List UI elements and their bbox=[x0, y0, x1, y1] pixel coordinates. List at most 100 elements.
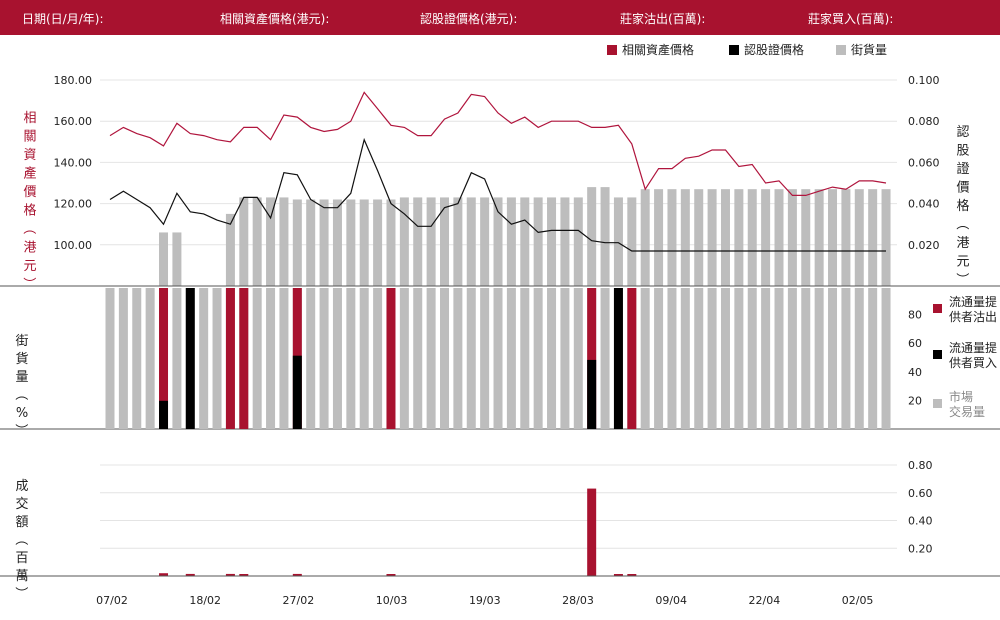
outstanding-bar bbox=[600, 187, 610, 286]
y-axis-label-right: 認股證價格 （ 港元 ） bbox=[954, 124, 970, 286]
outstanding-bar bbox=[373, 199, 383, 286]
svg-text:交: 交 bbox=[15, 496, 28, 512]
outstanding-bar bbox=[225, 213, 235, 286]
y-tick-bottom: 0.40 bbox=[908, 515, 933, 528]
svg-text:成: 成 bbox=[15, 479, 28, 494]
warrant-price-label: 認股證價格(港元): bbox=[420, 12, 518, 26]
outstanding-bar bbox=[747, 189, 757, 286]
market-volume-bar bbox=[747, 288, 757, 429]
market-volume-bar bbox=[212, 288, 222, 429]
x-tick-label: 22/04 bbox=[749, 594, 781, 607]
outstanding-bar bbox=[694, 189, 704, 286]
header-bar: 日期(日/月/年): 相關資產價格(港元): 認股證價格(港元): 莊家沽出(百… bbox=[0, 0, 1000, 35]
y-tick-mid: 80 bbox=[908, 309, 922, 322]
svg-text:%: % bbox=[16, 406, 28, 421]
market-volume-bar bbox=[118, 288, 128, 429]
y-tick-bottom: 0.60 bbox=[908, 487, 933, 500]
y-tick-left: 120.00 bbox=[54, 198, 93, 211]
warrant-price-line bbox=[109, 137, 886, 252]
legend-label: 認股證價格 bbox=[744, 42, 804, 57]
svg-text:）: ） bbox=[954, 272, 969, 285]
svg-text:關: 關 bbox=[23, 130, 36, 145]
svg-text:元: 元 bbox=[23, 259, 36, 274]
legend-label: 流通量提 bbox=[949, 294, 997, 309]
x-tick-label: 09/04 bbox=[655, 594, 687, 607]
outstanding-bar bbox=[560, 197, 570, 286]
outstanding-bar bbox=[413, 197, 423, 286]
legend-label: 供者買入 bbox=[949, 356, 997, 370]
market-volume-bar bbox=[266, 288, 276, 429]
market-volume-bar bbox=[426, 288, 436, 429]
outstanding-bar bbox=[640, 189, 650, 286]
outstanding-bar bbox=[680, 189, 690, 286]
outstanding-bar bbox=[239, 197, 249, 286]
x-tick-label: 27/02 bbox=[283, 594, 315, 607]
y-tick-right: 0.020 bbox=[908, 239, 940, 252]
x-tick-label: 28/03 bbox=[562, 594, 594, 607]
svg-text:（: （ bbox=[21, 221, 36, 234]
market-volume-bar bbox=[694, 288, 704, 429]
svg-text:元: 元 bbox=[956, 255, 969, 270]
legend-swatch bbox=[836, 45, 846, 55]
market-volume-bar bbox=[332, 288, 342, 429]
market-volume-bar bbox=[787, 288, 797, 429]
outstanding-bar bbox=[306, 199, 316, 286]
lp-buy-bar bbox=[292, 355, 302, 429]
svg-text:港: 港 bbox=[23, 241, 36, 256]
outstanding-bar bbox=[801, 189, 811, 286]
market-volume-bar bbox=[828, 288, 838, 429]
market-volume-bar bbox=[493, 288, 503, 429]
market-volume-bar bbox=[373, 288, 383, 429]
market-volume-bar bbox=[774, 288, 784, 429]
outstanding-bar bbox=[881, 189, 891, 286]
turnover-bar bbox=[386, 574, 396, 576]
outstanding-bar bbox=[854, 189, 864, 286]
svg-text:認: 認 bbox=[956, 124, 969, 140]
lp-buy-bar bbox=[185, 288, 195, 429]
svg-text:格: 格 bbox=[956, 198, 969, 214]
turnover-bar bbox=[225, 573, 235, 576]
outstanding-bar bbox=[774, 189, 784, 286]
legend-label: 街貨量 bbox=[851, 42, 887, 57]
outstanding-bar bbox=[279, 197, 289, 286]
market-volume-bar bbox=[319, 288, 329, 429]
turnover-bar bbox=[627, 574, 637, 576]
market-volume-bar bbox=[600, 288, 610, 429]
svg-text:證: 證 bbox=[956, 161, 969, 177]
svg-text:額: 額 bbox=[15, 515, 28, 530]
market-volume-bar bbox=[547, 288, 557, 429]
date-label: 日期(日/月/年): bbox=[22, 12, 104, 26]
svg-text:價: 價 bbox=[956, 181, 969, 196]
legend-label: 市場 bbox=[949, 389, 973, 404]
market-volume-bar bbox=[640, 288, 650, 429]
svg-text:）: ） bbox=[13, 423, 28, 436]
y-tick-left: 140.00 bbox=[54, 156, 93, 169]
outstanding-bar bbox=[466, 197, 476, 286]
outstanding-bar bbox=[667, 189, 677, 286]
svg-text:（: （ bbox=[954, 217, 969, 230]
y-tick-left: 100.00 bbox=[54, 239, 93, 252]
y-tick-bottom: 0.20 bbox=[908, 542, 933, 555]
market-volume-bar bbox=[413, 288, 423, 429]
market-volume-bar bbox=[573, 288, 583, 429]
outstanding-bar bbox=[533, 197, 543, 286]
market-volume-bar bbox=[720, 288, 730, 429]
legend-swatch bbox=[607, 45, 617, 55]
market-volume-bar bbox=[399, 288, 409, 429]
market-volume-bar bbox=[734, 288, 744, 429]
outstanding-bar bbox=[734, 189, 744, 286]
market-volume-bar bbox=[453, 288, 463, 429]
outstanding-bar bbox=[520, 197, 530, 286]
y-axis-label-bottom: 成交額 （ 百萬 ） bbox=[13, 479, 29, 600]
outstanding-bar bbox=[814, 189, 824, 286]
turnover-bar bbox=[159, 573, 169, 576]
lp-sell-bar bbox=[159, 288, 169, 429]
market-volume-bar bbox=[680, 288, 690, 429]
svg-text:相: 相 bbox=[23, 111, 36, 126]
lp-sell-bar bbox=[587, 288, 597, 429]
outstanding-bar bbox=[426, 197, 436, 286]
y-tick-mid: 40 bbox=[908, 366, 922, 379]
svg-text:產: 產 bbox=[23, 166, 36, 182]
outstanding-bar bbox=[573, 197, 583, 286]
turnover-bar bbox=[185, 573, 195, 576]
